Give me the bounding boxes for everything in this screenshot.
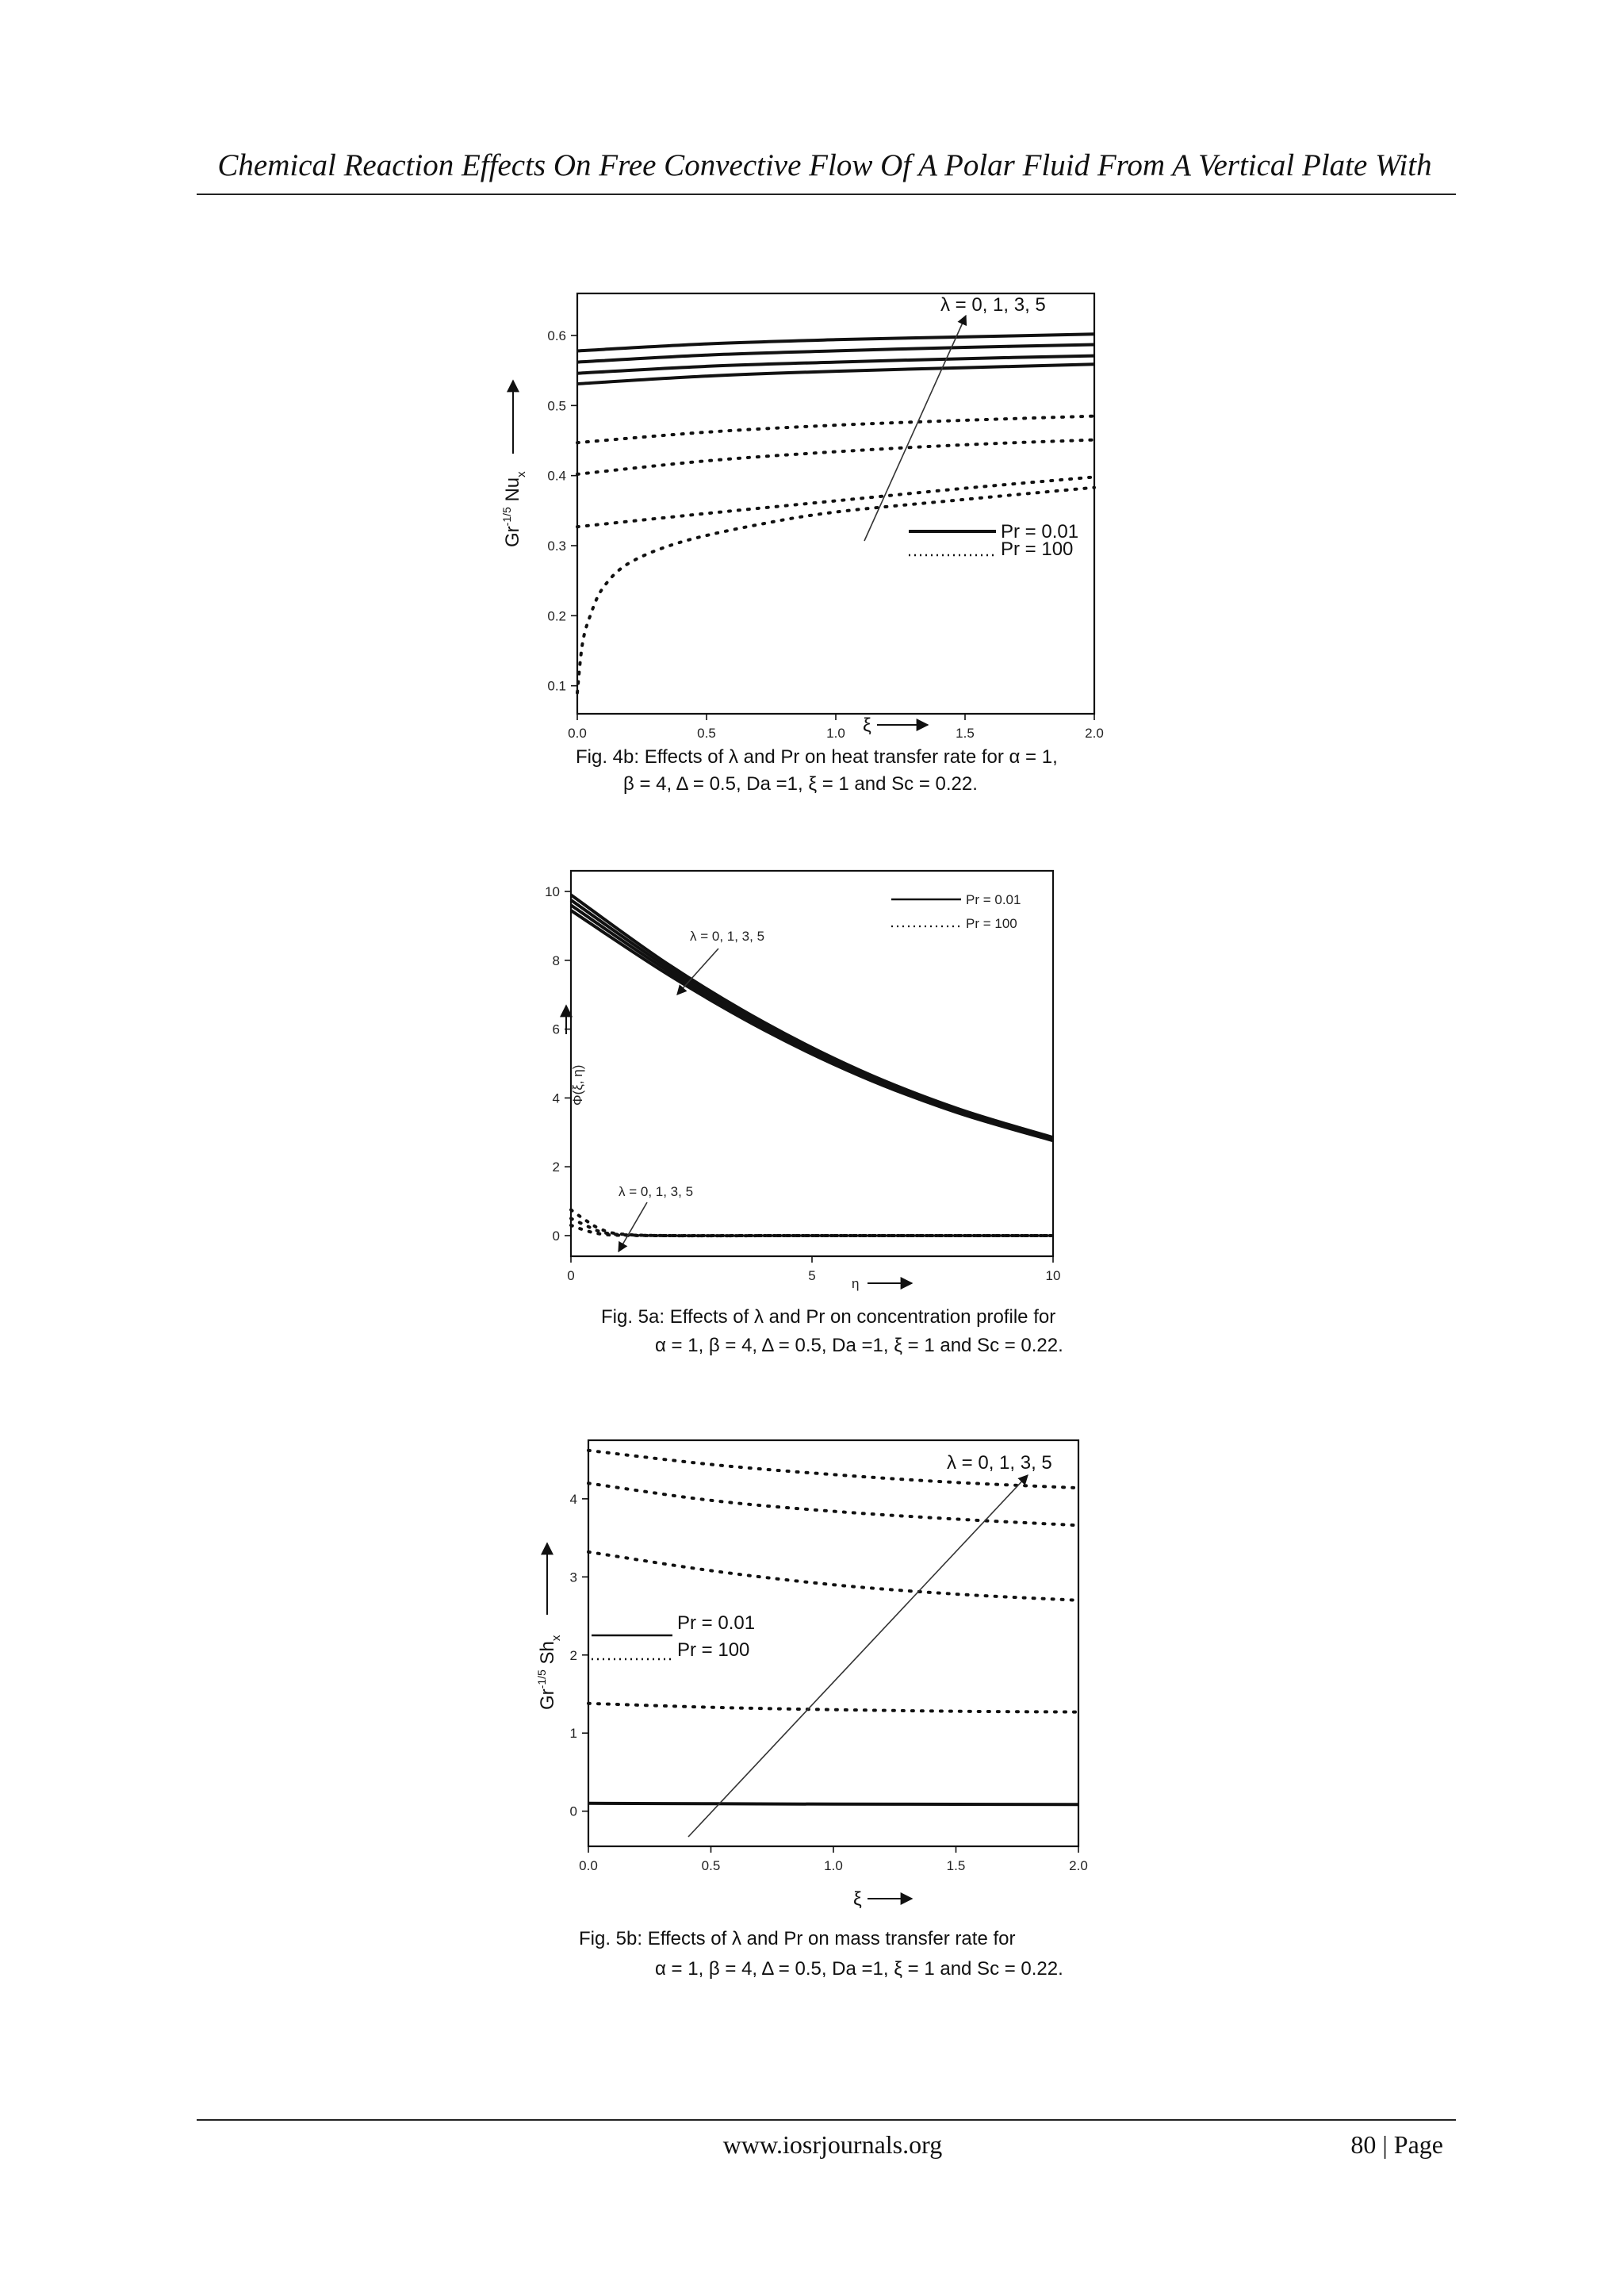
fig5a-x-tick-label: 5 xyxy=(808,1268,815,1283)
fig5b-plot-frame xyxy=(588,1440,1078,1846)
fig5b-y-tick-label: 4 xyxy=(570,1492,577,1507)
fig4b-y-axis-label: Gr-1/5 Nux xyxy=(500,381,528,547)
fig4b-x-tick-label: 1.5 xyxy=(956,726,975,741)
fig5a-caption-line2: α = 1, β = 4, Δ = 0.5, Da =1, ξ = 1 and … xyxy=(655,1335,1063,1356)
fig5b-legend-dotted-label: Pr = 100 xyxy=(677,1639,749,1661)
fig4b-series-line-dotted xyxy=(577,440,1094,474)
fig5b-series-line-solid xyxy=(588,1803,1078,1805)
fig5a-legend-solid-label: Pr = 0.01 xyxy=(966,892,1021,907)
fig4b-y-tick-label: 0.3 xyxy=(547,539,566,554)
fig4b-legend: Pr = 0.01 Pr = 100 xyxy=(909,521,1078,560)
footer-page-number: 80 | Page xyxy=(1350,2130,1443,2160)
fig4b-x-tick-label: 0.5 xyxy=(697,726,716,741)
fig4b-series-line-dotted xyxy=(577,477,1094,527)
fig5a-y-tick-label: 0 xyxy=(553,1228,560,1244)
fig5a-caption-line1: Fig. 5a: Effects of λ and Pr on concentr… xyxy=(601,1306,1055,1328)
fig5a-legend-dotted-label: Pr = 100 xyxy=(966,916,1017,931)
fig5a-y-tick-label: 6 xyxy=(553,1022,560,1037)
fig5a-series-line-solid xyxy=(571,910,1053,1140)
fig4b-x-tick-label: 0.0 xyxy=(568,726,587,741)
fig4b-series-line-solid xyxy=(577,364,1094,384)
fig5b-caption-line2: α = 1, β = 4, Δ = 0.5, Da =1, ξ = 1 and … xyxy=(655,1958,1063,1980)
fig4b-x-axis-label: ξ xyxy=(863,715,928,736)
figure-4b: 0.0 0.5 1.0 1.5 2.0 0.1 0.2 0.3 0.4 0.5 0.6 Gr-1/5… xyxy=(500,293,1104,795)
fig5a-series-line-solid xyxy=(571,900,1053,1139)
fig4b-y-tick-label: 0.1 xyxy=(547,679,566,694)
fig5b-x-axis-label: ξ xyxy=(853,1888,912,1910)
fig5b-legend: Pr = 0.01 Pr = 100 xyxy=(592,1612,755,1661)
fig5b-x-tick-label: 0.5 xyxy=(702,1858,721,1873)
fig5a-series-line-dotted xyxy=(571,1209,1053,1236)
fig4b-legend-dotted-label: Pr = 100 xyxy=(1001,539,1073,560)
fig4b-y-tick-label: 0.2 xyxy=(547,608,566,623)
fig5b-caption-line1: Fig. 5b: Effects of λ and Pr on mass tra… xyxy=(579,1928,1015,1949)
fig4b-lambda-annotation: λ = 0, 1, 3, 5 xyxy=(940,294,1046,316)
fig5a-y-tick-label: 8 xyxy=(553,953,560,968)
fig4b-x-tick-label: 2.0 xyxy=(1085,726,1104,741)
fig5a-series-line-dotted xyxy=(571,1218,1053,1236)
fig5b-xlabel: ξ xyxy=(853,1888,862,1910)
fig5a-y-tick-label: 2 xyxy=(553,1159,560,1175)
fig4b-caption-line1: Fig. 4b: Effects of λ and Pr on heat tra… xyxy=(576,746,1058,768)
fig5b-ylabel: Gr-1/5 Shx xyxy=(535,1635,563,1710)
fig4b-y-tick-label: 0.6 xyxy=(547,328,566,343)
fig5b-axis-ticks: 0.0 0.5 1.0 1.5 2.0 0 1 2 3 4 xyxy=(570,1492,1088,1873)
fig4b-series xyxy=(577,334,1094,692)
fig5b-y-tick-label: 3 xyxy=(570,1570,577,1585)
footer-journal-url: www.iosrjournals.org xyxy=(634,2130,1031,2160)
fig5a-series-line-solid xyxy=(571,895,1053,1137)
fig5b-x-tick-label: 2.0 xyxy=(1069,1858,1088,1873)
fig4b-y-tick-label: 0.5 xyxy=(547,398,566,413)
fig5b-y-tick-label: 1 xyxy=(570,1726,577,1741)
footer-rule xyxy=(197,2119,1456,2121)
fig4b-y-tick-label: 0.4 xyxy=(547,469,566,484)
fig5a-x-tick-label: 0 xyxy=(567,1268,574,1283)
fig5a-x-axis-label: η xyxy=(852,1276,912,1291)
fig5a-lambda-annotation-upper: λ = 0, 1, 3, 5 xyxy=(690,929,764,944)
fig5a-series-line-solid xyxy=(571,905,1053,1140)
fig5b-x-tick-label: 1.0 xyxy=(824,1858,843,1873)
fig5a-legend: Pr = 0.01 Pr = 100 xyxy=(891,892,1021,931)
fig5b-x-tick-label: 0.0 xyxy=(579,1858,598,1873)
fig5a-lambda-arrow-lower xyxy=(619,1202,647,1251)
fig5b-lambda-annotation: λ = 0, 1, 3, 5 xyxy=(947,1452,1052,1474)
fig5a-x-tick-label: 10 xyxy=(1046,1268,1061,1283)
figure-5a: 0 5 10 0 2 4 6 8 10 Φ(ξ, η) η λ = 0, 1, 3, 5 λ =… xyxy=(545,871,1063,1356)
fig5a-y-axis-label: Φ(ξ, η) xyxy=(566,1006,585,1106)
fig4b-caption-line2: β = 4, Δ = 0.5, Da =1, ξ = 1 and Sc = 0.… xyxy=(623,773,978,795)
fig4b-ylabel: Gr-1/5 Nux xyxy=(500,471,528,547)
fig4b-xlabel: ξ xyxy=(863,715,871,736)
fig5a-y-tick-label: 10 xyxy=(545,884,560,899)
fig5a-xlabel: η xyxy=(852,1276,859,1291)
fig4b-series-line-solid xyxy=(577,334,1094,351)
fig5b-series-line-dotted xyxy=(588,1483,1078,1525)
fig4b-series-line-dotted xyxy=(577,416,1094,443)
fig5a-y-tick-label: 4 xyxy=(553,1091,560,1106)
figure-5b: 0.0 0.5 1.0 1.5 2.0 0 1 2 3 4 Gr-1/5 Shx ξ λ = 0,… xyxy=(535,1440,1088,1980)
fig5a-ylabel: Φ(ξ, η) xyxy=(570,1065,585,1106)
fig5b-y-tick-label: 0 xyxy=(570,1804,577,1819)
fig5b-legend-solid-label: Pr = 0.01 xyxy=(677,1612,755,1634)
fig5b-y-tick-label: 2 xyxy=(570,1648,577,1663)
fig5b-x-tick-label: 1.5 xyxy=(947,1858,966,1873)
fig5b-series xyxy=(588,1451,1078,1805)
fig4b-x-tick-label: 1.0 xyxy=(826,726,845,741)
fig5b-series-line-dotted xyxy=(588,1552,1078,1600)
fig5b-y-axis-label: Gr-1/5 Shx xyxy=(535,1543,563,1710)
fig5b-series-line-dotted xyxy=(588,1704,1078,1712)
fig5a-lambda-annotation-lower: λ = 0, 1, 3, 5 xyxy=(619,1184,693,1199)
